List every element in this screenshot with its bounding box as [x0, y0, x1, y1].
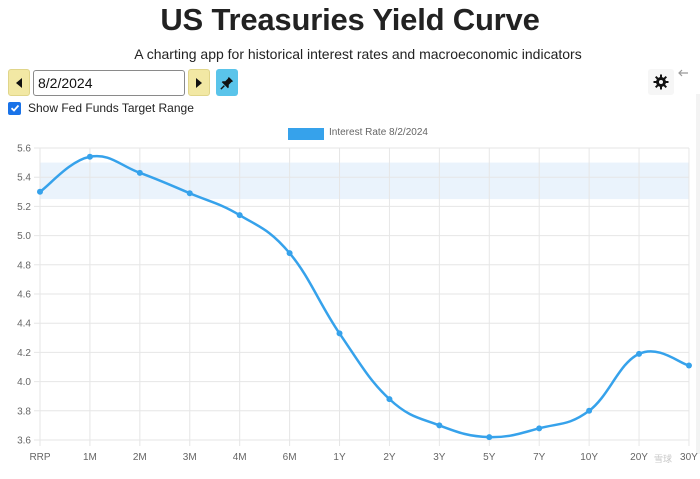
x-tick-label: 20Y	[630, 452, 648, 463]
data-point[interactable]	[236, 212, 243, 219]
yield-curve-chart: 5.6 5.4 5.2 5.0 4.8 4.6 4.4 4.2 4.0 3.8 3.6 RRP 1M 2…	[17, 144, 698, 464]
data-point[interactable]	[536, 425, 543, 432]
y-tick-label: 3.6	[17, 436, 31, 447]
x-tick-label: 2Y	[383, 452, 396, 463]
data-point[interactable]	[37, 188, 43, 195]
triangle-left-icon	[16, 77, 22, 88]
pushpin-icon	[220, 76, 234, 90]
data-point[interactable]	[586, 407, 593, 414]
y-tick-label: 4.6	[17, 290, 31, 301]
data-point[interactable]	[685, 362, 692, 369]
y-tick-label: 5.0	[17, 231, 31, 242]
settings-button[interactable]	[648, 69, 674, 95]
x-tick-label: 4M	[233, 452, 247, 463]
pin-button[interactable]	[216, 69, 238, 96]
gear-icon	[653, 74, 669, 90]
checkmark-icon	[10, 104, 19, 112]
y-tick-label: 5.2	[17, 202, 31, 213]
x-tick-label: 5Y	[483, 452, 496, 463]
data-point[interactable]	[86, 153, 93, 160]
x-tick-label: 3M	[183, 452, 197, 463]
y-tick-label: 4.4	[17, 319, 31, 330]
side-panel-edge	[696, 94, 700, 454]
next-date-button[interactable]	[188, 69, 210, 96]
fed-funds-toggle[interactable]: Show Fed Funds Target Range	[8, 100, 194, 116]
data-point[interactable]	[136, 169, 143, 176]
data-point[interactable]	[186, 190, 193, 197]
data-point[interactable]	[436, 422, 443, 429]
y-tick-label: 5.6	[17, 144, 31, 155]
watermark-logo: 雪球	[654, 452, 672, 465]
fed-funds-target-band	[40, 162, 689, 200]
page-subtitle: A charting app for historical interest r…	[134, 46, 582, 62]
y-tick-label: 5.4	[17, 173, 31, 184]
previous-date-button[interactable]	[8, 69, 30, 96]
legend-label[interactable]: Interest Rate 8/2/2024	[329, 127, 428, 138]
x-tick-label: RRP	[29, 452, 50, 463]
date-input[interactable]	[33, 70, 185, 96]
x-tick-label: 7Y	[533, 452, 546, 463]
data-point[interactable]	[386, 396, 393, 403]
y-tick-label: 4.8	[17, 260, 31, 271]
arrow-left-icon[interactable]	[676, 66, 690, 80]
y-tick-label: 4.0	[17, 377, 31, 388]
watermark-text: 雪球	[654, 454, 673, 464]
legend-swatch[interactable]	[288, 128, 324, 140]
x-tick-label: 2M	[133, 452, 147, 463]
page-title: US Treasuries Yield Curve	[160, 2, 540, 37]
data-point[interactable]	[286, 250, 293, 257]
x-tick-label: 1M	[83, 452, 97, 463]
x-tick-label: 3Y	[433, 452, 446, 463]
fed-funds-checkbox[interactable]	[8, 101, 21, 115]
data-point[interactable]	[336, 330, 343, 337]
x-tick-label: 30Y	[680, 452, 698, 463]
y-tick-label: 3.8	[17, 406, 31, 417]
data-point[interactable]	[486, 434, 493, 441]
x-tick-label: 6M	[283, 452, 297, 463]
data-point[interactable]	[636, 350, 643, 357]
triangle-right-icon	[196, 77, 202, 88]
x-tick-label: 1Y	[333, 452, 346, 463]
y-tick-label: 4.2	[17, 348, 31, 359]
x-tick-label: 10Y	[580, 452, 598, 463]
fed-funds-checkbox-label[interactable]: Show Fed Funds Target Range	[28, 101, 194, 115]
